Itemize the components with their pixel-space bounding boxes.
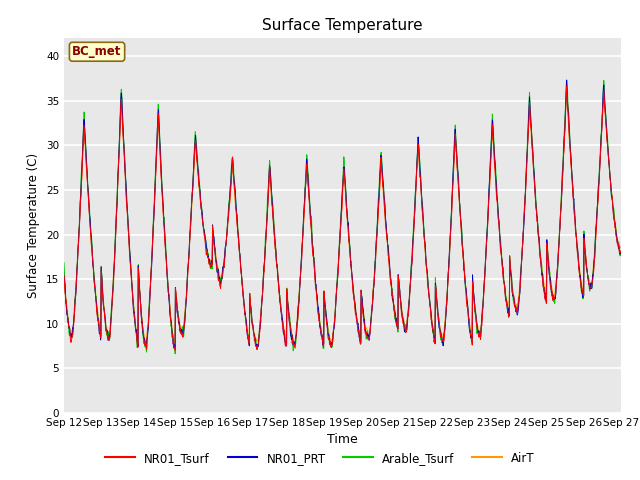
Title: Surface Temperature: Surface Temperature — [262, 18, 422, 33]
Text: BC_met: BC_met — [72, 45, 122, 58]
X-axis label: Time: Time — [327, 433, 358, 446]
Y-axis label: Surface Temperature (C): Surface Temperature (C) — [28, 153, 40, 298]
Legend: NR01_Tsurf, NR01_PRT, Arable_Tsurf, AirT: NR01_Tsurf, NR01_PRT, Arable_Tsurf, AirT — [100, 447, 540, 469]
